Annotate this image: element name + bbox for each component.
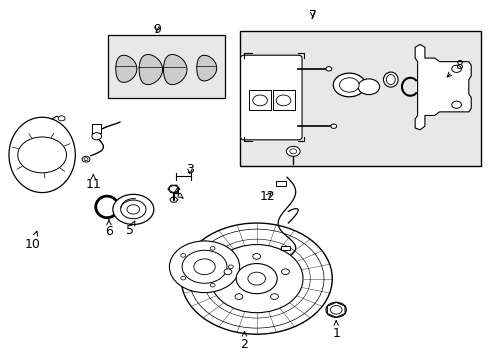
Polygon shape	[196, 55, 216, 81]
Circle shape	[169, 241, 239, 293]
Bar	[249, 90, 271, 110]
Circle shape	[210, 244, 303, 313]
Circle shape	[193, 259, 215, 275]
Bar	[281, 246, 289, 250]
Bar	[239, 31, 480, 166]
Circle shape	[339, 78, 358, 92]
Circle shape	[325, 302, 346, 318]
Circle shape	[181, 276, 185, 280]
Polygon shape	[9, 117, 75, 193]
Text: 8: 8	[446, 59, 462, 77]
Circle shape	[18, 137, 66, 173]
Circle shape	[92, 133, 102, 140]
Circle shape	[224, 269, 231, 275]
Bar	[108, 35, 224, 98]
Circle shape	[58, 116, 65, 121]
Polygon shape	[414, 44, 470, 130]
Circle shape	[332, 73, 365, 97]
Circle shape	[357, 79, 379, 95]
Text: 4: 4	[172, 186, 183, 199]
Ellipse shape	[386, 75, 394, 85]
Circle shape	[210, 247, 215, 250]
Circle shape	[169, 186, 178, 192]
Circle shape	[451, 65, 461, 72]
Circle shape	[252, 95, 267, 106]
Polygon shape	[139, 54, 162, 85]
Circle shape	[451, 101, 461, 108]
Text: 10: 10	[24, 231, 40, 251]
Circle shape	[276, 95, 290, 106]
Circle shape	[325, 67, 331, 71]
Circle shape	[270, 294, 278, 300]
Circle shape	[84, 158, 88, 161]
Bar	[272, 90, 294, 110]
Circle shape	[281, 269, 289, 275]
Circle shape	[113, 194, 154, 225]
Text: 11: 11	[85, 175, 101, 191]
Circle shape	[289, 149, 296, 154]
FancyBboxPatch shape	[240, 55, 302, 140]
Circle shape	[127, 205, 140, 214]
Circle shape	[252, 253, 260, 259]
Polygon shape	[116, 55, 137, 82]
Text: 1: 1	[331, 321, 340, 340]
Polygon shape	[163, 54, 186, 85]
Circle shape	[235, 294, 243, 300]
Circle shape	[181, 253, 185, 257]
Bar	[92, 125, 101, 134]
Text: 9: 9	[152, 23, 161, 36]
Circle shape	[228, 265, 233, 269]
Ellipse shape	[383, 72, 397, 87]
Text: 2: 2	[240, 332, 248, 351]
Text: 12: 12	[260, 190, 275, 203]
Text: 3: 3	[185, 163, 193, 176]
Circle shape	[121, 200, 146, 219]
Text: 5: 5	[125, 221, 135, 238]
Circle shape	[330, 124, 336, 129]
Circle shape	[236, 264, 277, 294]
Circle shape	[330, 306, 341, 314]
Bar	[275, 181, 286, 186]
Circle shape	[210, 283, 215, 287]
Text: 7: 7	[308, 9, 316, 22]
Circle shape	[286, 146, 300, 156]
Text: 6: 6	[105, 220, 113, 238]
Circle shape	[247, 272, 265, 285]
Circle shape	[181, 223, 331, 334]
Circle shape	[182, 250, 226, 283]
Circle shape	[82, 156, 90, 162]
